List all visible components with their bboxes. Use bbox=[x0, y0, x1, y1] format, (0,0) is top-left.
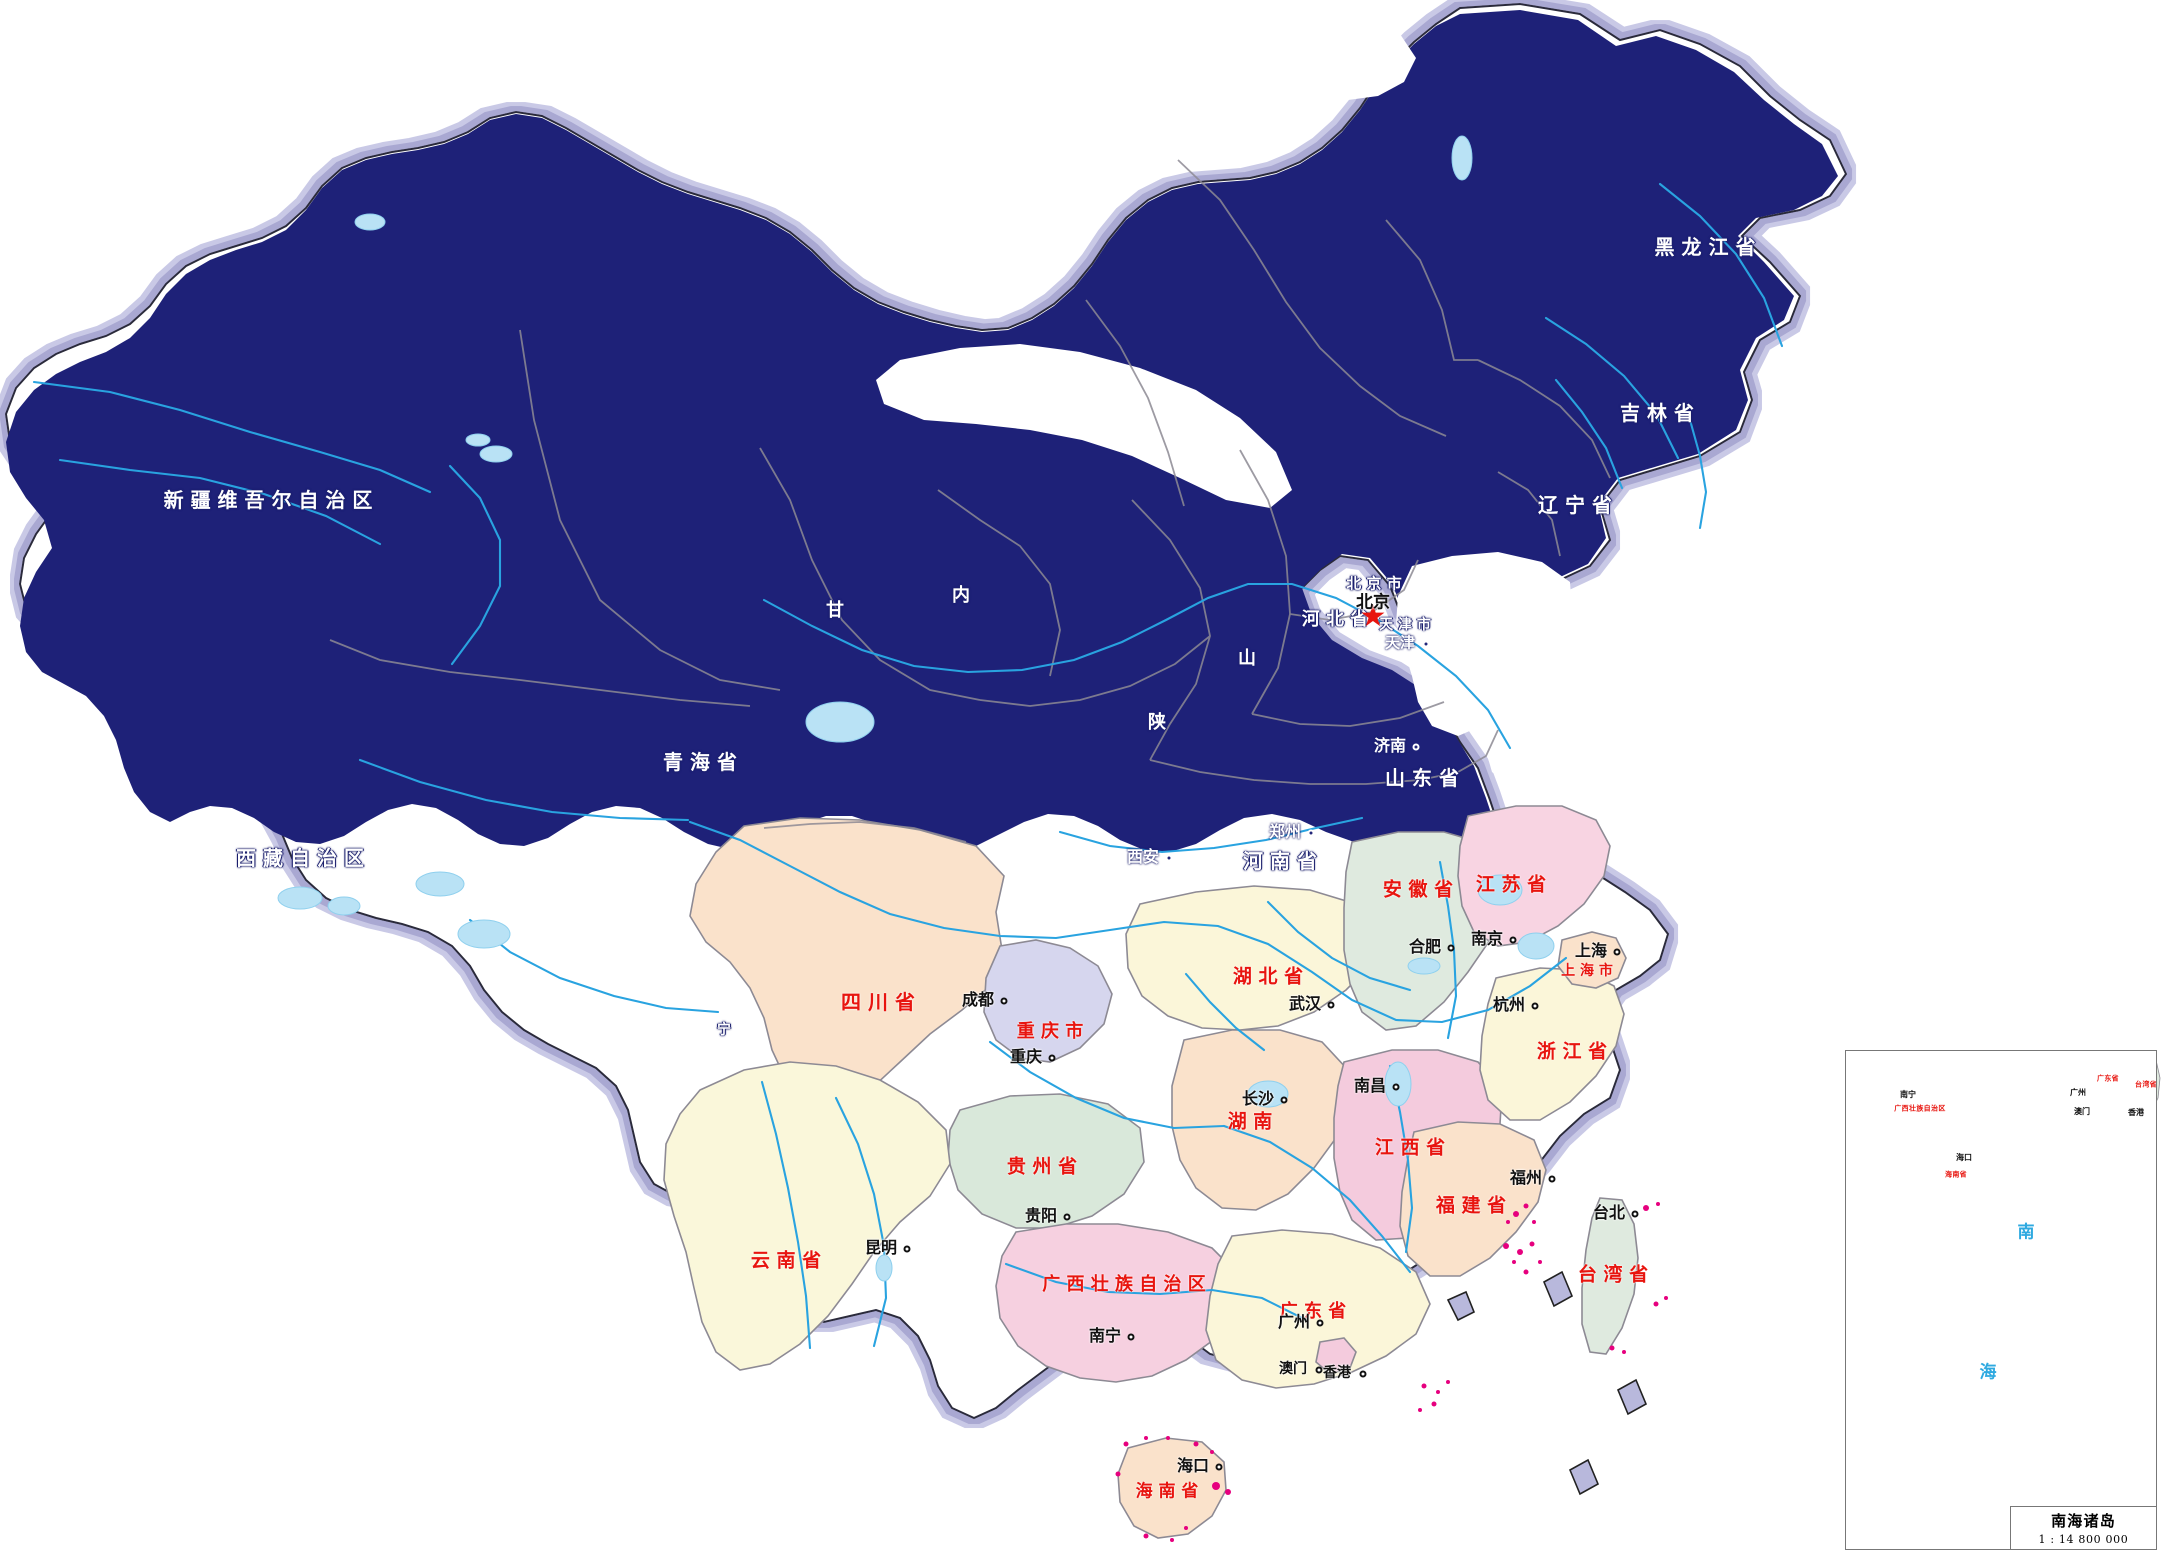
southern-provinces bbox=[663, 805, 1639, 1539]
inset-label: 海口 bbox=[1956, 1153, 1972, 1162]
inset-label: 海南省 bbox=[1944, 1170, 1968, 1179]
lake-dongting bbox=[1247, 1080, 1289, 1108]
highlighted-provinces-region bbox=[6, 10, 1838, 852]
province-jiangsu bbox=[1457, 805, 1611, 947]
lake-tibet-e bbox=[415, 871, 465, 897]
lake-ulungur bbox=[465, 433, 491, 447]
inset-label: 广西壮族自治区 bbox=[1894, 1104, 1946, 1113]
inset-label: 台湾省 bbox=[2134, 1080, 2157, 1089]
inset-scale-box: 南海诸岛 1 : 14 800 000 bbox=[2009, 1505, 2156, 1549]
lake-dianchi bbox=[875, 1254, 893, 1282]
lake-hulun bbox=[1451, 135, 1473, 181]
province-guangdong bbox=[1205, 1229, 1431, 1389]
province-fujian bbox=[1399, 1121, 1547, 1277]
rivers bbox=[32, 182, 1784, 1350]
province-guangxi bbox=[995, 1223, 1241, 1383]
province-chongqing bbox=[983, 939, 1113, 1063]
inset-title: 南海诸岛 bbox=[2051, 1511, 2116, 1530]
inset-label: 广州 bbox=[2070, 1088, 2086, 1097]
province-shanghai bbox=[1557, 931, 1627, 989]
province-hubei bbox=[1125, 885, 1379, 1031]
province-taiwan bbox=[1581, 1197, 1639, 1355]
bohai-sea-cutout bbox=[1396, 552, 1572, 736]
inset-map-panel[interactable]: 广东省广州澳门 香港 南宁广西壮族自治区海口海南省 台湾省南海 南海诸岛 1 : 14… bbox=[1845, 1050, 2157, 1550]
inset-label: 广东省 bbox=[2096, 1074, 2120, 1083]
inset-label: 海 bbox=[1979, 1362, 1997, 1383]
province-macau-hk-block bbox=[1315, 1337, 1357, 1375]
lake-siling bbox=[327, 896, 361, 916]
province-hainan bbox=[1117, 1437, 1227, 1539]
lake-poyang bbox=[1384, 1061, 1412, 1107]
lake-chaohu bbox=[1407, 957, 1441, 975]
north-white-gap bbox=[1268, 14, 1416, 100]
inset-label: 澳门 bbox=[2074, 1107, 2090, 1116]
inset-label: 香港 bbox=[2128, 1108, 2144, 1117]
inset-label: 南宁 bbox=[1900, 1090, 1916, 1099]
lake-taihu bbox=[1517, 932, 1555, 960]
lake-hongze bbox=[1477, 874, 1523, 906]
inset-scale-text: 1 : 14 800 000 bbox=[2038, 1532, 2129, 1546]
province-yunnan bbox=[663, 1061, 951, 1371]
lake-tibet-ne bbox=[457, 919, 511, 949]
lake-namco bbox=[277, 886, 323, 910]
northern-dark-region bbox=[6, 10, 1838, 852]
lake-ebinur bbox=[354, 213, 386, 231]
yellow-sea-cutout bbox=[1484, 694, 1592, 792]
inset-label: 南 bbox=[2017, 1222, 2035, 1243]
mongolia-white-gap bbox=[876, 344, 1292, 508]
lake-bosten bbox=[479, 445, 513, 463]
lakes bbox=[277, 135, 1555, 1282]
nine-dash-line bbox=[1446, 1270, 1882, 1516]
south-china-sea-islands bbox=[1115, 1202, 1668, 1542]
lake-qinghai bbox=[805, 701, 875, 743]
